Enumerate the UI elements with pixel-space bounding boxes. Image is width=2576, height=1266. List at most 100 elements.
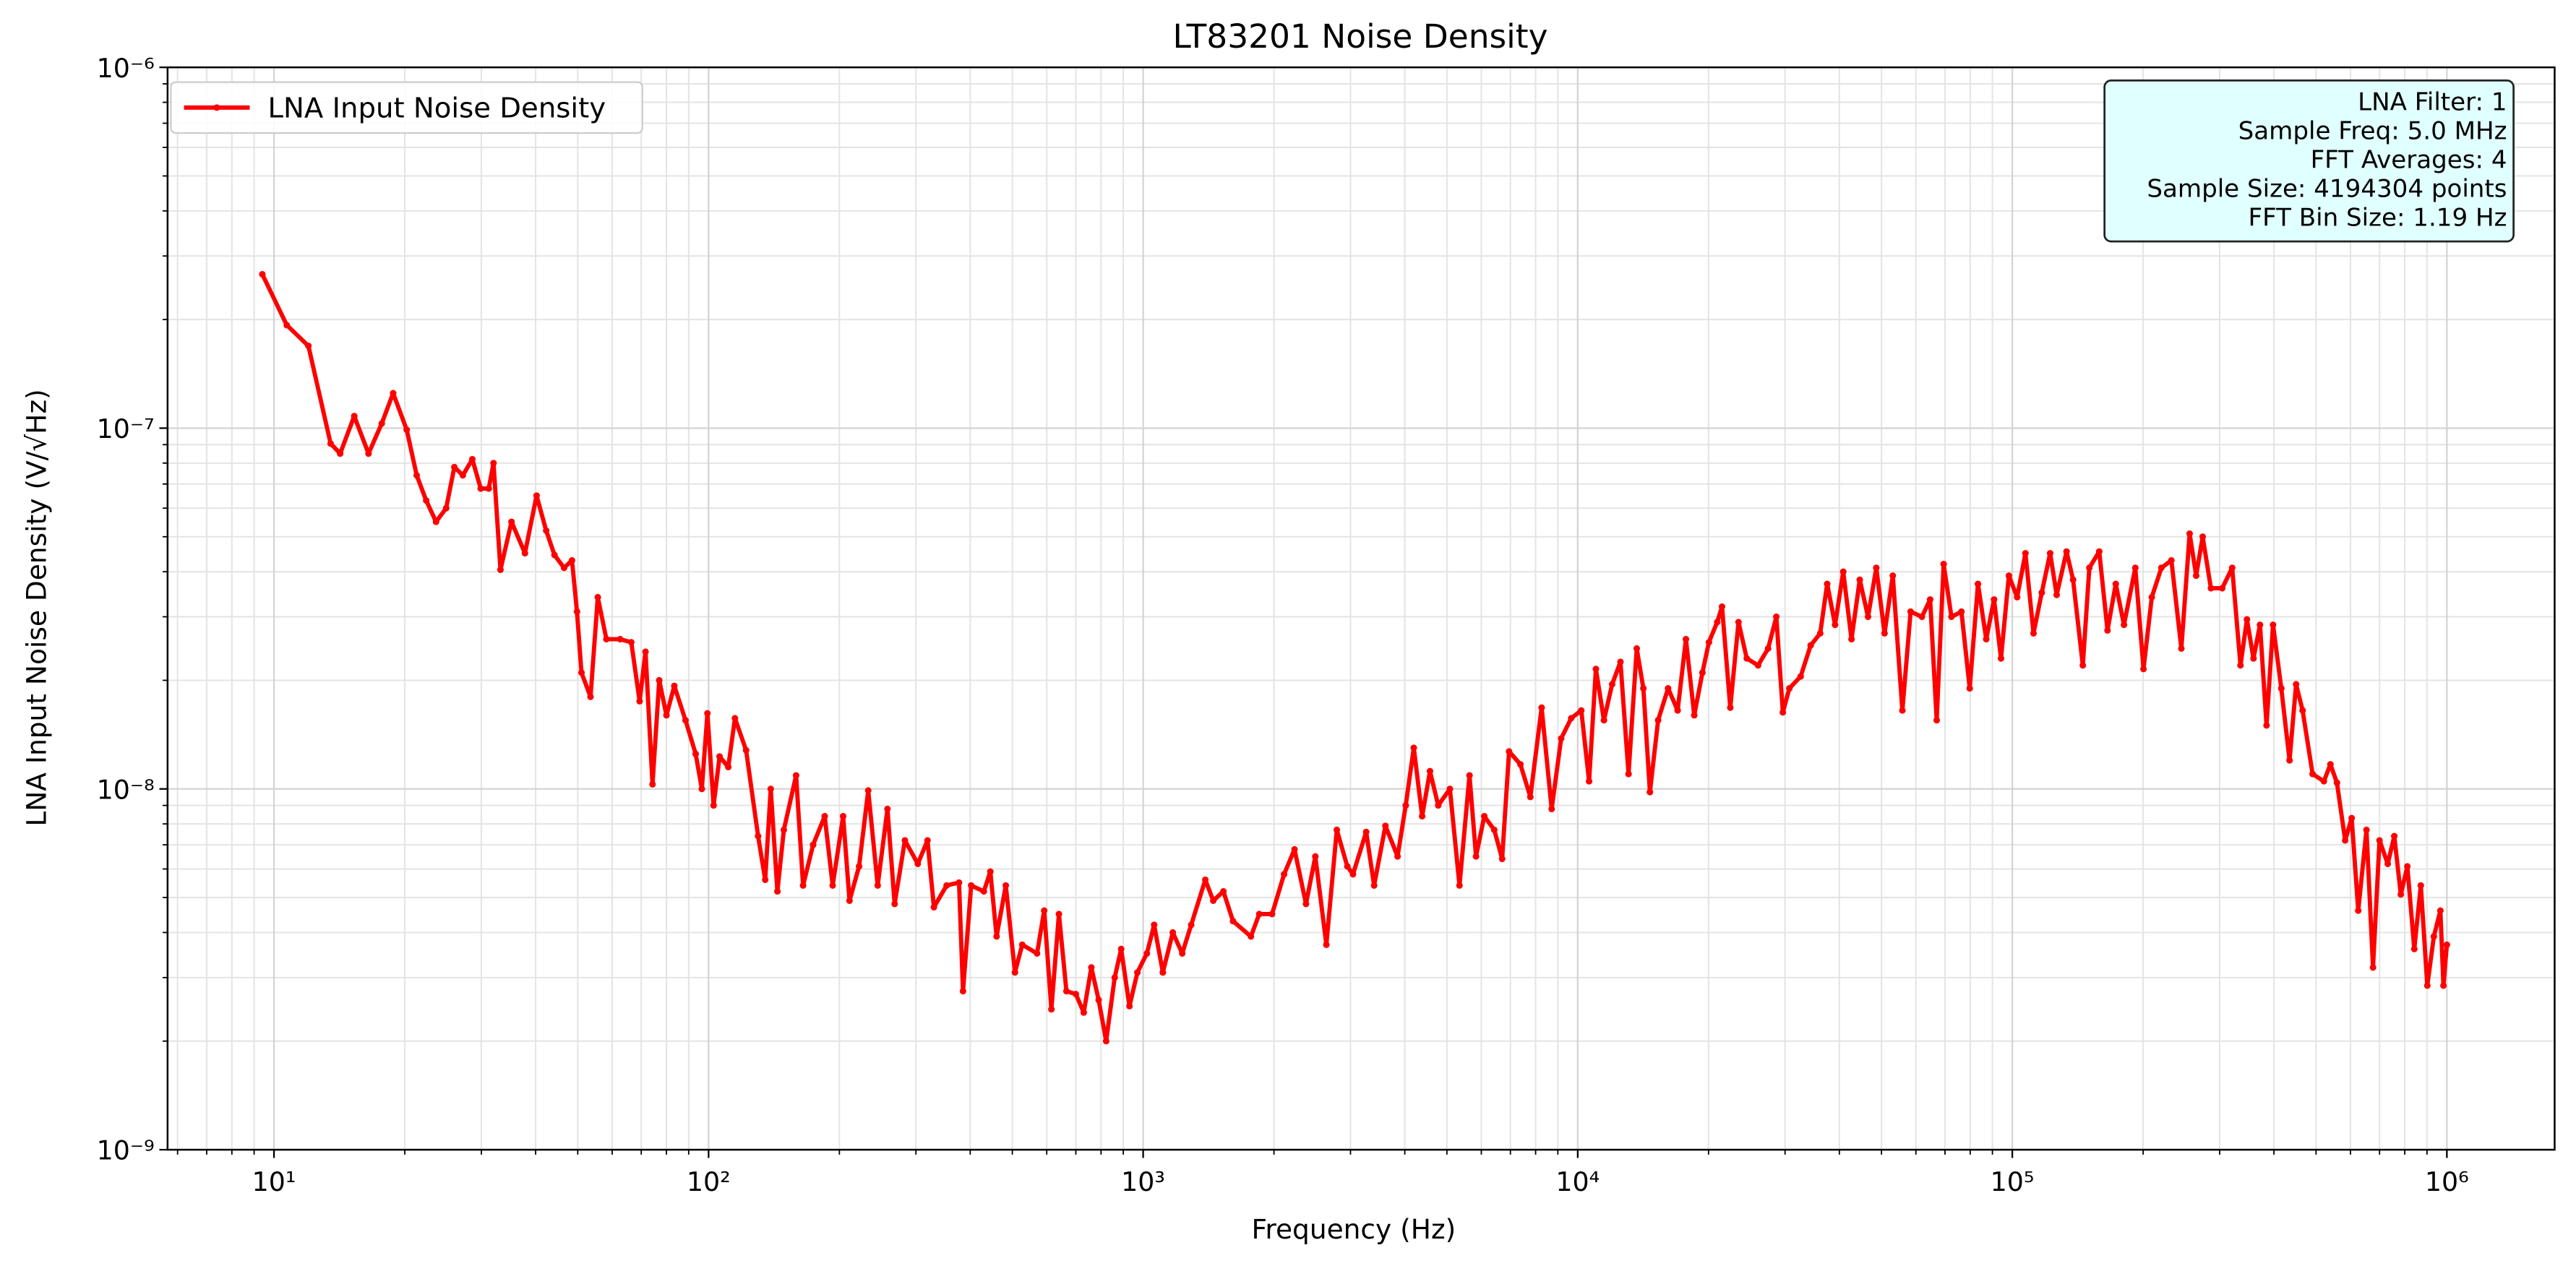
point (1864, 613, 1872, 621)
point (1705, 639, 1712, 646)
point (1779, 709, 1787, 716)
legend-box (170, 81, 643, 134)
point (1873, 564, 1880, 572)
point (1498, 856, 1506, 863)
point (2063, 548, 2070, 555)
point (980, 888, 987, 895)
point (497, 566, 504, 574)
point (821, 813, 828, 820)
y-tick-label: 10⁻⁸ (97, 774, 155, 805)
point (2228, 564, 2236, 572)
point (1633, 645, 1641, 653)
point (2263, 722, 2270, 729)
point (1370, 882, 1378, 889)
point (1933, 717, 1941, 724)
point (810, 841, 817, 848)
point (2257, 621, 2264, 629)
point (1349, 871, 1357, 878)
point (874, 882, 881, 889)
point (2299, 707, 2306, 714)
point (663, 712, 670, 719)
point (1062, 988, 1070, 995)
point (2148, 593, 2155, 600)
chart-title: LT83201 Noise Density (1172, 17, 1547, 56)
point (1169, 929, 1177, 936)
info-box (2103, 79, 2515, 243)
point (1394, 853, 1401, 860)
point (378, 420, 385, 427)
point (2095, 548, 2103, 555)
point (1048, 1006, 1055, 1013)
point (1419, 813, 1426, 820)
point (2391, 832, 2398, 840)
point (485, 485, 492, 492)
point (636, 697, 643, 705)
point (2199, 533, 2207, 541)
x-axis-label: Frequency (Hz) (1252, 1213, 1456, 1245)
point (2014, 593, 2021, 600)
point (987, 868, 994, 875)
point (846, 897, 853, 905)
point (2270, 621, 2277, 629)
point (755, 832, 762, 840)
y-tick-label: 10⁻⁶ (97, 53, 155, 84)
point (2053, 591, 2061, 598)
point (1538, 704, 1545, 711)
point (959, 988, 966, 995)
point (1426, 767, 1433, 775)
point (2320, 778, 2327, 785)
info-text: FFT Averages: 4 (2311, 145, 2507, 174)
point (2437, 907, 2444, 914)
point (1975, 580, 1982, 587)
point (2369, 964, 2377, 971)
point (1472, 853, 1480, 860)
point (774, 888, 781, 895)
point (1210, 897, 1217, 905)
point (1088, 964, 1095, 971)
x-tick-label: 10⁴ (1555, 1166, 1600, 1197)
point (442, 504, 450, 512)
point (1617, 658, 1624, 666)
info-text: Sample Freq: 5.0 MHz (2238, 116, 2507, 145)
point (2178, 645, 2185, 653)
point (543, 527, 550, 534)
x-tick-label: 10⁵ (1991, 1166, 2035, 1197)
point (1323, 941, 1330, 948)
point (1568, 715, 1575, 722)
point (656, 676, 663, 684)
point (1699, 669, 1706, 676)
point (839, 813, 847, 820)
point (1848, 636, 1855, 643)
point (692, 750, 700, 757)
point (2333, 779, 2340, 786)
point (1344, 863, 1351, 870)
legend-marker (213, 104, 220, 111)
point (2430, 933, 2437, 940)
point (762, 876, 769, 884)
point (351, 413, 358, 420)
point (1714, 619, 1721, 626)
point (1506, 748, 1513, 755)
point (1159, 969, 1167, 976)
point (924, 837, 931, 844)
point (627, 639, 635, 646)
point (2046, 550, 2053, 557)
point (1143, 950, 1151, 957)
point (390, 389, 397, 397)
point (587, 693, 594, 700)
point (1011, 969, 1018, 976)
point (1003, 882, 1010, 889)
point (1382, 822, 1389, 830)
y-tick-label: 10⁻⁹ (97, 1135, 155, 1166)
point (1402, 802, 1409, 809)
point (642, 648, 649, 655)
point (1220, 888, 1227, 895)
point (1527, 793, 1534, 801)
point (901, 837, 909, 844)
point (1558, 735, 1565, 742)
point (2404, 863, 2411, 870)
point (2355, 907, 2362, 914)
point (1516, 761, 1524, 768)
point (1899, 707, 1906, 714)
y-axis-label: LNA Input Noise Density (V/√Hz) (21, 389, 53, 826)
